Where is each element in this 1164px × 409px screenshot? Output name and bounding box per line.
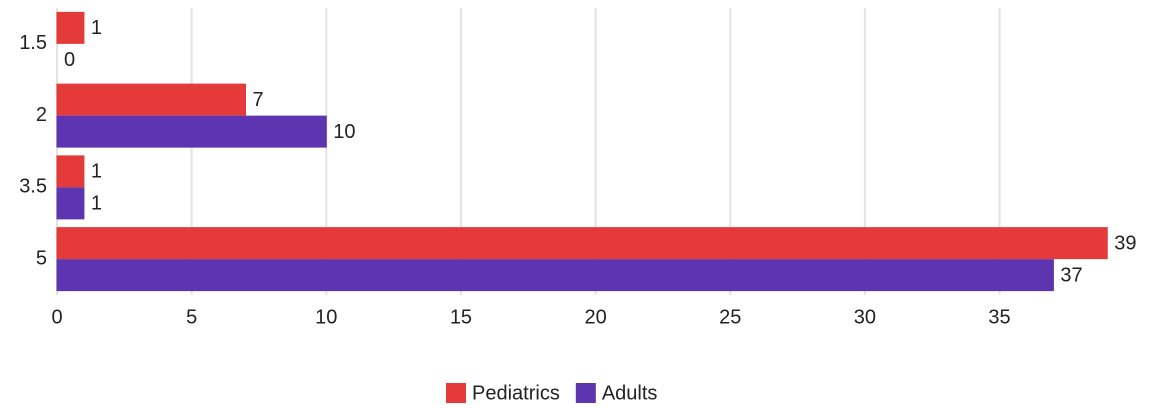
x-tick-label: 35	[988, 306, 1010, 328]
data-label: 0	[64, 49, 75, 71]
bar	[56, 115, 327, 148]
y-tick-label: 5	[36, 247, 47, 269]
y-tick-label: 1.5	[19, 32, 47, 54]
data-label: 1	[91, 17, 102, 39]
data-label: 10	[333, 121, 355, 143]
x-tick-label: 10	[315, 306, 337, 328]
x-tick-label: 0	[51, 306, 62, 328]
x-tick-label: 15	[450, 306, 472, 328]
y-tick-label: 3.5	[19, 176, 47, 198]
bar	[56, 187, 85, 220]
x-tick-label: 20	[584, 306, 606, 328]
y-tick-label: 2	[36, 104, 47, 126]
legend-label: Adults	[602, 382, 658, 404]
bar	[56, 259, 1054, 292]
bar	[56, 83, 247, 116]
bar	[56, 227, 1108, 260]
x-tick-label: 30	[854, 306, 876, 328]
legend-swatch	[446, 383, 466, 403]
data-label: 7	[253, 89, 264, 111]
bar	[56, 11, 85, 44]
legend-swatch	[575, 383, 596, 403]
legend-label: Pediatrics	[472, 382, 560, 404]
x-tick-label: 5	[186, 306, 197, 328]
data-label: 39	[1114, 232, 1136, 254]
bar	[56, 155, 85, 188]
data-label: 1	[91, 161, 102, 183]
x-tick-label: 25	[719, 306, 741, 328]
data-label: 37	[1060, 264, 1082, 286]
data-label: 1	[91, 193, 102, 215]
